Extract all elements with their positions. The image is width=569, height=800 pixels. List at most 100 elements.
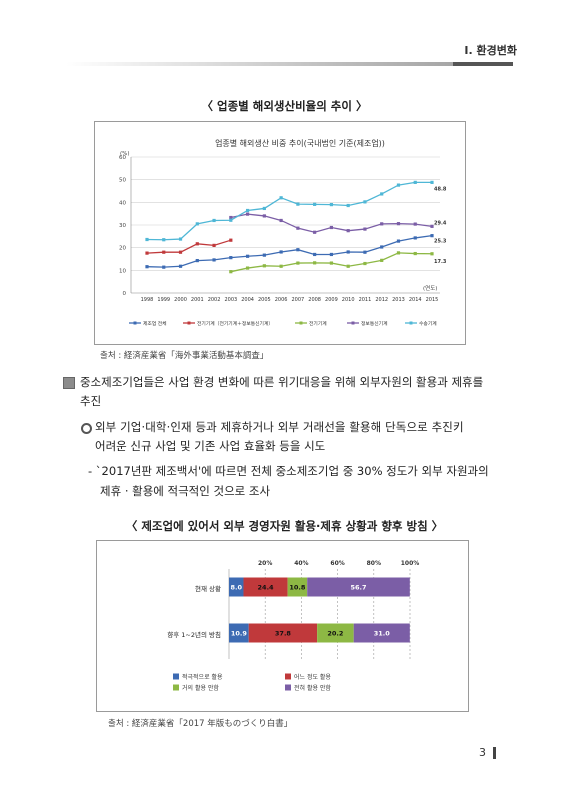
page-number-bar xyxy=(493,747,496,759)
x-tick-label: 2010 xyxy=(342,297,355,303)
data-point xyxy=(262,264,266,268)
data-point xyxy=(245,212,250,216)
data-point xyxy=(178,237,183,241)
data-point xyxy=(363,261,367,266)
data-point xyxy=(396,239,401,243)
y-axis-unit: (%) xyxy=(120,151,130,157)
data-point xyxy=(313,230,317,234)
legend-label: 제조업 전체 xyxy=(143,320,167,327)
bar-segment xyxy=(248,623,318,643)
x-tick-label: 20% xyxy=(258,560,272,567)
data-point xyxy=(380,258,384,262)
data-point xyxy=(195,258,199,263)
bar-segment xyxy=(307,577,410,597)
data-point xyxy=(212,258,216,262)
data-point xyxy=(346,229,350,233)
y-tick-label: 10 xyxy=(119,268,126,274)
x-tick-label: 40% xyxy=(294,560,308,567)
data-point xyxy=(212,243,216,247)
data-point xyxy=(329,225,334,230)
y-tick-label: 40 xyxy=(119,200,126,206)
legend-label: 적극적으로 활용 xyxy=(182,673,223,681)
data-point xyxy=(346,264,350,268)
bar-value-label: 20.2 xyxy=(327,630,343,638)
data-point xyxy=(178,264,183,268)
bar-value-label: 31.0 xyxy=(374,630,391,638)
paragraph-sub-line1: 외부 기업·대학·인재 등과 제휴하거나 외부 거래선을 활용해 단독으로 추진… xyxy=(95,420,464,434)
legend-label: 거의 활용 안함 xyxy=(182,684,219,692)
x-tick-label: 80% xyxy=(367,560,381,567)
category-label: 향후 1~2년의 방침 xyxy=(167,630,221,639)
data-point xyxy=(229,256,233,260)
x-tick-label: 2002 xyxy=(208,297,221,303)
y-tick-label: 60 xyxy=(119,155,126,161)
bar-value-label: 37.8 xyxy=(275,630,292,638)
data-point xyxy=(245,266,250,270)
data-point xyxy=(229,215,233,220)
header-divider xyxy=(66,62,513,66)
figure1-source: 출처 : 経済産業省「海外事業活動基本調査」 xyxy=(100,351,269,361)
data-point xyxy=(380,222,384,226)
series-end-label: 17.3 xyxy=(434,259,447,265)
data-point xyxy=(363,250,367,254)
y-tick-label: 30 xyxy=(119,223,126,229)
line-chart: 업종별 해외생산 비중 추이(국내법인 기준(제조업)) (%) (연도) 0 1… xyxy=(119,138,447,327)
legend-marker xyxy=(409,321,413,325)
legend-label: 전기기계（전기기계＋정보통신기계） xyxy=(197,320,273,327)
data-point xyxy=(413,251,417,256)
legend-label: 정보통신기계 xyxy=(361,320,387,327)
bar-value-label: 24.4 xyxy=(258,584,275,592)
data-point xyxy=(229,218,233,222)
series-line xyxy=(146,181,432,241)
data-point xyxy=(346,203,350,208)
data-point xyxy=(229,238,233,242)
legend-marker xyxy=(299,321,303,325)
bar-segment xyxy=(229,577,244,597)
data-point xyxy=(296,226,300,230)
data-point xyxy=(229,270,233,274)
data-point xyxy=(262,214,266,218)
bar-value-label: 10.9 xyxy=(231,630,248,638)
data-point xyxy=(430,180,434,184)
page-number: 3 xyxy=(479,746,486,759)
data-point xyxy=(396,251,401,255)
x-tick-label: 2014 xyxy=(409,297,422,303)
x-tick-label: 60% xyxy=(330,560,344,567)
x-tick-label: 2009 xyxy=(325,297,338,303)
bar-value-label: 56.7 xyxy=(350,584,366,592)
data-point xyxy=(413,180,417,184)
x-tick-label: 2004 xyxy=(241,297,254,303)
data-point xyxy=(363,227,367,231)
data-point xyxy=(313,202,317,206)
data-point xyxy=(195,242,199,246)
data-point xyxy=(212,218,216,223)
y-tick-label: 20 xyxy=(119,246,126,252)
paragraph-dash-line1: - `2017년판 제조백서'에 따르면 전체 중소제조기업 중 30% 정도가… xyxy=(88,464,489,478)
header-divider-accent xyxy=(453,62,513,66)
series-4 xyxy=(145,180,434,242)
x-tick-label: 2005 xyxy=(258,297,271,303)
data-point xyxy=(296,248,300,252)
bar-segment xyxy=(287,577,308,597)
data-point xyxy=(313,261,317,265)
data-point xyxy=(413,236,417,240)
data-point xyxy=(195,222,199,226)
data-point xyxy=(279,250,283,254)
legend-swatch xyxy=(173,673,179,680)
y-tick-label: 0 xyxy=(123,291,127,297)
section-header-title: Ⅰ. 환경변화 xyxy=(464,44,517,57)
figure2-source: 출처 : 経済産業省「2017 年版ものづくり白書」 xyxy=(108,719,293,729)
data-point xyxy=(245,208,250,213)
legend-swatch xyxy=(285,684,291,691)
bar-value-label: 10.8 xyxy=(289,584,306,592)
series-line xyxy=(146,235,433,268)
data-point xyxy=(178,250,183,254)
paragraph-main-line1: 중소제조기업들은 사업 환경 변화에 따른 위기대응을 위해 외부자원의 활용과… xyxy=(80,375,484,389)
series-3 xyxy=(229,212,434,234)
square-bullet-icon xyxy=(63,377,75,389)
data-point xyxy=(329,203,334,207)
x-tick-label: 2008 xyxy=(308,297,321,303)
figure1-caption: 〈 업종별 해외생산비율의 추이 〉 xyxy=(201,99,368,113)
x-tick-label: 100% xyxy=(401,560,420,567)
x-tick-label: 2006 xyxy=(275,297,288,303)
